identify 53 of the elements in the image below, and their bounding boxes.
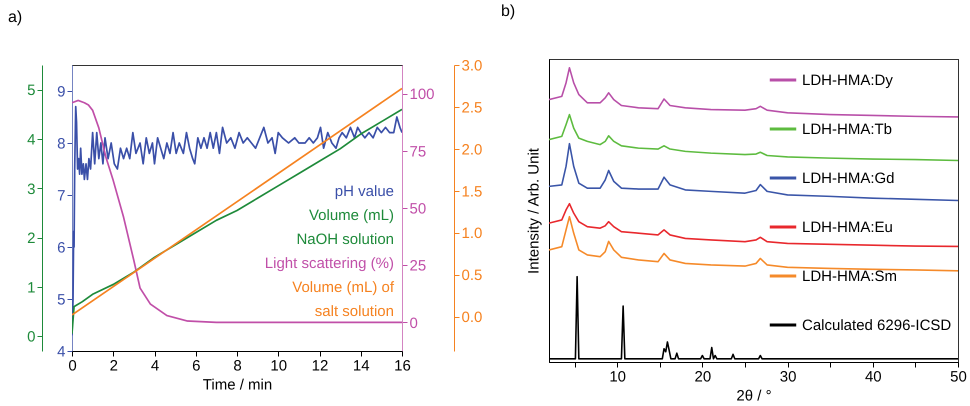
y-tick-label: 2.5 <box>462 99 482 116</box>
x-tick-label: 50 <box>950 368 967 386</box>
y-tick-label: 0.0 <box>462 309 482 326</box>
y-axis-title: Intensity / Arb. Unit <box>526 147 542 274</box>
x-tick-label: 8 <box>233 358 242 374</box>
x-tick-label: 6 <box>192 358 200 374</box>
y-tick-label: 6 <box>57 240 66 256</box>
x-tick-label: 30 <box>780 368 796 386</box>
y-tick-label: 1.0 <box>462 225 482 242</box>
x-tick-label: 20 <box>694 368 712 386</box>
y2-tick-label: 3 <box>27 180 36 198</box>
y2-tick-label: 5 <box>27 82 36 100</box>
legend-label: LDH-HMA:Gd <box>802 170 895 187</box>
legend-label: Calculated 6296-ICSD <box>802 317 952 334</box>
y2-tick-label: 0 <box>27 328 36 346</box>
y-tick-label: 5 <box>57 292 66 308</box>
x-axis-title: Time / min <box>202 376 272 394</box>
text: pH value <box>334 183 394 200</box>
y2-tick-label: 2 <box>27 230 36 248</box>
y3-tick-label: 50 <box>410 200 426 218</box>
text: Light scattering (%) <box>264 255 394 272</box>
legend-label: LDH-HMA:Sm <box>802 268 898 285</box>
x-tick-label: 10 <box>609 368 626 386</box>
y-tick-label: 9 <box>57 84 66 100</box>
series-label: Volume (mL) NaOH solution <box>296 207 394 248</box>
y-tick-label: 1.5 <box>462 183 482 200</box>
x-tick-label: 14 <box>352 358 370 374</box>
legend-label: LDH-HMA:Eu <box>802 219 893 236</box>
x-tick-label: 2 <box>110 358 118 374</box>
legend-label: LDH-HMA:Tb <box>802 121 892 138</box>
y3-tick-label: 0 <box>410 314 418 332</box>
x-tick-label: 40 <box>864 368 882 386</box>
y-tick-label: 0.5 <box>462 267 482 284</box>
x-tick-label: 12 <box>312 358 328 374</box>
y2-tick-label: 1 <box>27 279 36 296</box>
y3-tick-label: 100 <box>410 86 435 104</box>
x-tick-label: 10 <box>270 358 288 374</box>
x-tick-label: 0 <box>68 358 77 374</box>
y-tick-label: 2.0 <box>462 141 482 158</box>
x-tick-label: 4 <box>150 358 160 374</box>
y-tick-label: 7 <box>57 188 66 204</box>
text: Volume (mL) of salt solution <box>292 279 395 320</box>
y2-tick-label: 4 <box>27 131 36 148</box>
x-tick-label: 16 <box>394 358 411 374</box>
y3-tick-label: 25 <box>410 258 426 275</box>
y-tick-label: 4 <box>57 344 66 360</box>
x-axis-title: 2θ / ° <box>736 388 772 404</box>
y-tick-label: 8 <box>57 136 66 152</box>
legend-label: LDH-HMA:Dy <box>802 72 894 89</box>
y-tick-label: 3.0 <box>462 58 482 74</box>
y3-tick-label: 75 <box>410 143 426 160</box>
chart-title: b) <box>501 3 516 20</box>
chart-title: a) <box>8 9 22 26</box>
